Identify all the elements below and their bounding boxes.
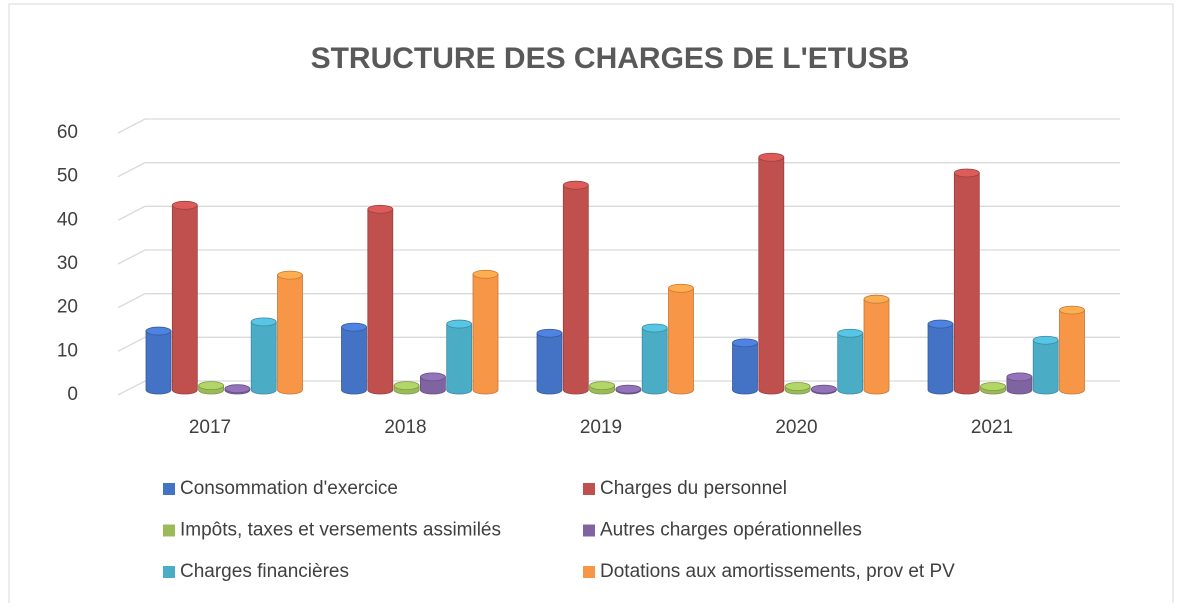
bar <box>562 184 589 395</box>
bar-top <box>641 323 668 333</box>
bar-top <box>758 152 785 162</box>
legend-swatch <box>163 566 175 578</box>
bar-top <box>536 328 563 338</box>
grid-line <box>117 293 1120 309</box>
y-tick-label: 50 <box>57 166 78 187</box>
y-tick-label: 10 <box>57 340 78 361</box>
legend-label: Charges du personnel <box>600 478 787 499</box>
bar-top <box>863 294 890 304</box>
legend-swatch <box>163 524 175 537</box>
bar <box>927 323 954 395</box>
bar <box>641 327 668 395</box>
bar <box>446 323 473 395</box>
bar-top <box>811 384 837 394</box>
bar-top <box>1032 335 1059 345</box>
bar-top <box>250 317 277 327</box>
y-tick-label: 30 <box>57 253 78 274</box>
legend-label: Autres charges opérationnelles <box>600 520 862 541</box>
x-tick-label: 2021 <box>971 417 1013 438</box>
bar-top <box>562 180 589 190</box>
legend-label: Dotations aux amortissements, prov et PV <box>600 561 955 582</box>
bar <box>250 321 277 395</box>
bar-top <box>419 372 446 382</box>
bar-top <box>953 168 980 178</box>
bar-top <box>837 328 864 338</box>
legend-label: Charges financières <box>180 561 349 582</box>
bar-top <box>927 319 954 329</box>
bar-top <box>171 200 198 210</box>
bar <box>758 156 785 395</box>
bar-top <box>589 381 615 391</box>
legend-swatch <box>583 566 595 578</box>
bar-top <box>1006 372 1033 382</box>
y-tick-label: 20 <box>57 297 78 318</box>
legend-label: Consommation d'exercice <box>180 478 398 499</box>
chart-title: STRUCTURE DES CHARGES DE L'ETUSB <box>311 42 910 75</box>
grid-line <box>117 380 1120 396</box>
bar <box>1006 376 1033 395</box>
bar <box>863 298 890 395</box>
bar <box>668 287 694 395</box>
bar-top <box>367 204 394 214</box>
bar-top <box>668 283 694 293</box>
x-tick-label: 2019 <box>580 417 622 438</box>
bar <box>171 204 198 395</box>
bar-top <box>145 326 172 336</box>
bar-top <box>446 319 473 329</box>
x-tick-label: 2017 <box>189 417 231 438</box>
grid-line <box>117 249 1120 265</box>
bar-top <box>732 338 758 348</box>
bar <box>367 208 394 395</box>
grid-line <box>117 336 1120 352</box>
legend-swatch <box>163 483 175 495</box>
bar <box>1032 339 1059 395</box>
bar <box>420 376 446 395</box>
legend-swatch <box>583 483 595 495</box>
legend-swatch <box>583 524 595 537</box>
grid-line <box>117 162 1120 178</box>
bar <box>1059 309 1085 395</box>
bar-top <box>615 384 642 394</box>
bar <box>341 326 367 395</box>
bar-top <box>341 322 367 332</box>
bar <box>953 172 980 395</box>
bar <box>472 273 499 395</box>
x-tick-label: 2018 <box>384 417 426 438</box>
bar-top <box>472 269 499 279</box>
bar <box>732 342 758 395</box>
x-tick-label: 2020 <box>775 417 817 438</box>
bar-top <box>198 381 225 391</box>
y-tick-label: 0 <box>67 384 78 405</box>
grid-line <box>117 118 1120 134</box>
y-tick-label: 40 <box>57 209 78 230</box>
bar-top <box>1059 305 1085 315</box>
grid-line <box>117 205 1120 221</box>
bar <box>145 330 172 395</box>
bar <box>536 332 563 395</box>
bar-top <box>277 270 303 280</box>
bar-top <box>393 381 420 391</box>
bar <box>277 274 303 395</box>
bar <box>837 332 864 395</box>
bar-top <box>980 382 1006 391</box>
bar-top <box>784 382 811 391</box>
legend-label: Impôts, taxes et versements assimilés <box>180 520 501 541</box>
y-tick-label: 60 <box>57 122 78 143</box>
bar-top <box>224 384 251 394</box>
